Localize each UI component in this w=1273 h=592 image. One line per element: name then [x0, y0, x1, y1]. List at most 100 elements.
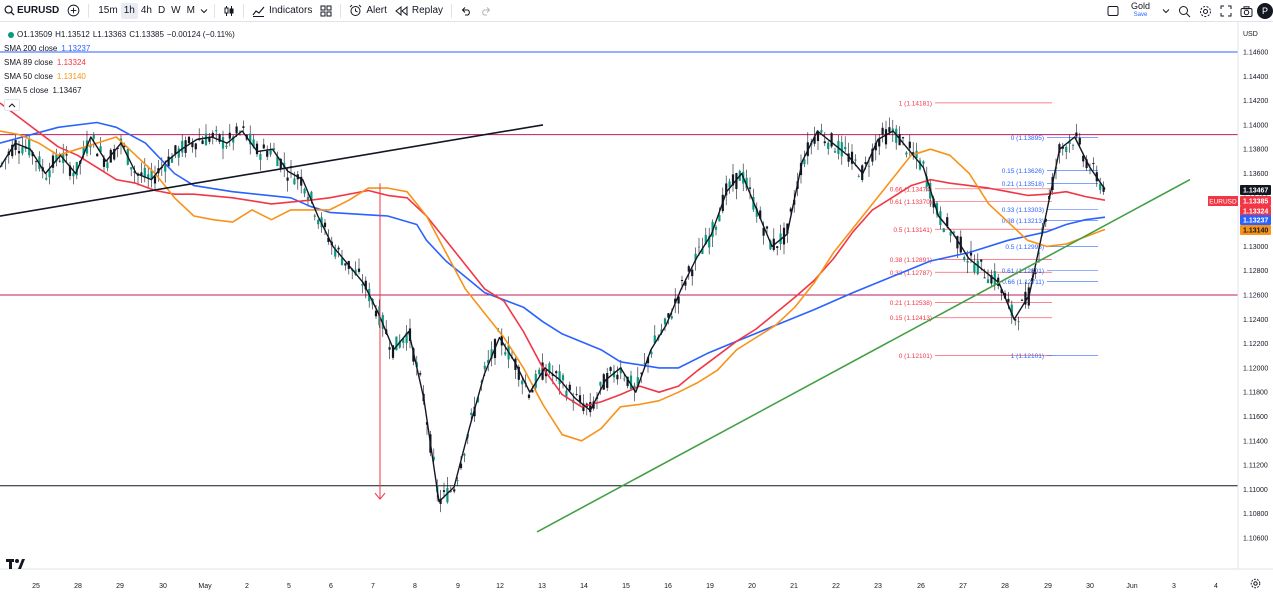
candle-body — [164, 165, 167, 172]
candle-body — [147, 174, 150, 179]
candle-body — [840, 142, 843, 157]
fib-level-label: 0.21 (1.12538) — [890, 300, 932, 307]
time-tick-label: Jun — [1126, 583, 1137, 590]
candle-body — [34, 161, 38, 163]
legend-sma-89[interactable]: SMA 89 close 1.13324 — [4, 56, 238, 70]
candle-body — [1099, 183, 1102, 190]
candle-body — [208, 136, 211, 142]
candle-body — [51, 155, 55, 168]
compare-button[interactable] — [63, 0, 84, 22]
settings-button[interactable] — [1195, 0, 1216, 22]
chevron-down-icon[interactable] — [200, 7, 208, 15]
axis-settings-button[interactable] — [1250, 578, 1261, 592]
undo-button[interactable] — [456, 0, 476, 22]
legend-collapse-button[interactable] — [4, 99, 20, 111]
alert-button[interactable]: Alert — [345, 0, 391, 22]
candle-body — [187, 136, 191, 144]
fullscreen-button[interactable] — [1216, 0, 1236, 22]
timeframe-15m[interactable]: 15m — [98, 4, 118, 16]
candle-body — [677, 296, 680, 304]
timeframe-1h[interactable]: 1h — [120, 2, 138, 19]
symbol-search[interactable]: EURUSD — [0, 0, 63, 22]
fib-level-label: 1 (1.12101) — [1011, 353, 1044, 360]
candle-body — [697, 246, 701, 248]
candle-body — [952, 231, 956, 233]
fullscreen-layout-button[interactable] — [1103, 0, 1123, 22]
candle-body — [888, 127, 891, 133]
tradingview-logo — [6, 558, 26, 573]
trend-lines — [0, 124, 1191, 533]
quick-search-button[interactable] — [1174, 0, 1195, 22]
candle-body — [361, 283, 364, 286]
candle-body — [918, 160, 922, 170]
time-tick-label: 9 — [456, 583, 460, 590]
timeframe-d[interactable]: D — [157, 4, 166, 16]
candle-body — [714, 226, 718, 230]
candle-body — [337, 247, 340, 250]
candle-body — [463, 453, 466, 456]
gear-icon — [1200, 5, 1211, 17]
time-tick-label: May — [198, 583, 212, 590]
price-badge-label: 1.13385 — [1243, 199, 1268, 206]
price-chart[interactable]: 1 (1.14181) 0.66 (1.13474) 0.61 (1.13370) 0… — [0, 22, 1273, 591]
layouts-button[interactable] — [316, 0, 336, 22]
rewind-icon — [395, 5, 408, 16]
time-tick-label: 12 — [496, 583, 504, 590]
candle-body — [65, 154, 68, 156]
timeframe-4h[interactable]: 4h — [140, 4, 152, 16]
time-tick-label: 4 — [1214, 583, 1218, 590]
candle-body — [398, 340, 401, 348]
fib-level-label: 0.33 (1.12787) — [890, 270, 932, 277]
candle-body — [235, 126, 238, 134]
layout-menu-button[interactable] — [1158, 0, 1174, 22]
toolbar-divider — [451, 3, 453, 18]
alarm-clock-icon — [349, 4, 362, 16]
candle-body — [1102, 186, 1105, 192]
candle-body — [728, 181, 731, 188]
candle-body — [908, 141, 911, 149]
candle-body — [221, 137, 225, 149]
candle-body — [980, 259, 983, 262]
candle-body — [306, 196, 310, 201]
candle-body — [28, 139, 31, 156]
candle-body — [211, 132, 214, 138]
candle-body — [476, 397, 480, 402]
snapshot-button[interactable] — [1236, 0, 1257, 22]
legend-sma-200[interactable]: SMA 200 close 1.13237 — [4, 42, 238, 56]
candle-body — [300, 176, 303, 186]
candle-body — [1068, 140, 1071, 144]
moving-averages — [0, 102, 1106, 503]
candle-body — [874, 142, 877, 151]
redo-button[interactable] — [476, 0, 496, 22]
candle-body — [769, 240, 772, 250]
chart-type-button[interactable] — [219, 0, 239, 22]
candle-body — [684, 281, 687, 286]
candle-body — [238, 131, 242, 133]
avatar[interactable]: P — [1257, 3, 1273, 19]
timeframe-m[interactable]: M — [186, 4, 195, 16]
symbol-tag — [1208, 196, 1238, 206]
symbol-tag-label: EURUSD — [1209, 199, 1237, 206]
time-tick-label: 2 — [245, 583, 249, 590]
candle-body — [194, 143, 197, 150]
time-tick-label: 21 — [790, 583, 798, 590]
gear-icon — [1250, 578, 1261, 589]
replay-button[interactable]: Replay — [391, 0, 447, 22]
candle-body — [446, 487, 449, 503]
candle-body — [776, 246, 779, 248]
indicator-label: SMA 89 close — [4, 58, 53, 67]
indicators-button[interactable]: Indicators — [248, 0, 316, 22]
fib-level-label: 0.61 (1.13370) — [890, 199, 932, 206]
legend-sma-50[interactable]: SMA 50 close 1.13140 — [4, 70, 238, 84]
layout-name-button[interactable]: Gold Save — [1131, 2, 1150, 20]
candle-body — [395, 336, 398, 351]
timeframe-w[interactable]: W — [171, 4, 181, 16]
legend-sma-5[interactable]: SMA 5 close 1.13467 — [4, 84, 238, 98]
ohlc-close: C1.13385 — [129, 30, 164, 39]
candle-body — [1000, 289, 1003, 294]
chevron-up-icon — [8, 103, 16, 108]
candle-body — [830, 133, 833, 147]
candle-body — [731, 174, 735, 186]
candle-body — [599, 381, 602, 386]
candle-body — [548, 363, 551, 373]
